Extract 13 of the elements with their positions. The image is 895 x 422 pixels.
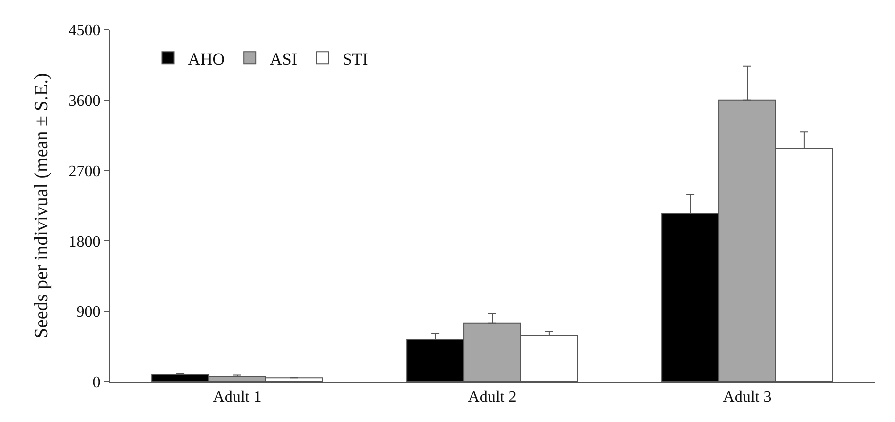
y-tick-label: 3600 <box>68 93 101 110</box>
legend-label: AHO <box>188 50 226 69</box>
x-tick-label: Adult 3 <box>723 389 772 406</box>
y-tick-label: 1800 <box>68 234 101 251</box>
y-axis-title: Seeds per indivivual (mean ± S.E.) <box>32 73 53 339</box>
legend-label: STI <box>342 50 369 69</box>
x-tick-label: Adult 1 <box>213 389 262 406</box>
y-tick-label: 4500 <box>68 22 101 40</box>
y-tick-label: 0 <box>92 374 101 392</box>
x-tick-label: Adult 2 <box>468 389 517 406</box>
y-tick-label: 2700 <box>68 163 101 180</box>
legend-label: ASI <box>270 50 298 69</box>
y-tick-label: 900 <box>76 304 101 322</box>
